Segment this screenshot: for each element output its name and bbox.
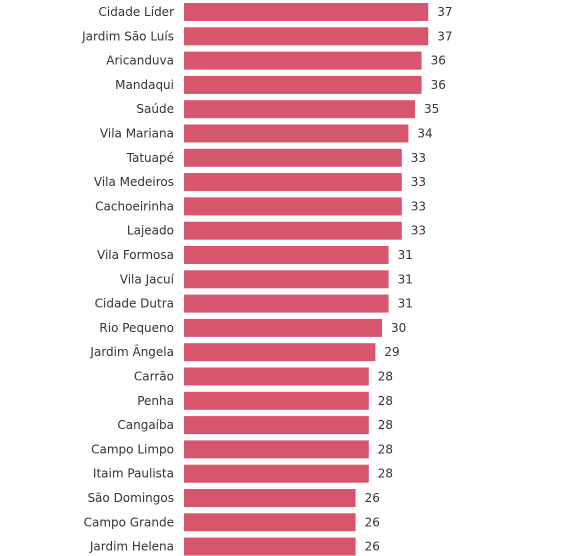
value-label: 28 [378,370,393,384]
bar [184,537,356,556]
value-label: 33 [411,151,426,165]
bar [184,197,402,216]
bar [184,27,429,46]
value-label: 28 [378,442,393,456]
value-label: 33 [411,175,426,189]
category-label: Campo Grande [84,515,174,529]
category-label: Tatuapé [126,151,174,165]
value-label: 31 [398,297,413,311]
bar [184,75,422,94]
bar [184,221,402,240]
value-label: 36 [431,54,446,68]
category-label: Vila Formosa [97,248,174,262]
bar [184,513,356,532]
bar [184,148,402,167]
category-label: Itaim Paulista [93,467,174,481]
value-label: 28 [378,394,393,408]
value-label: 36 [431,78,446,92]
category-label: Jardim Ângela [89,344,174,359]
category-label: Cidade Dutra [95,297,174,311]
value-label: 35 [424,102,439,116]
category-label: Lajeado [127,224,174,238]
value-label: 26 [365,491,380,505]
value-label: 33 [411,199,426,213]
bar [184,440,369,459]
value-label: 28 [378,418,393,432]
value-label: 34 [417,127,432,141]
category-label: Vila Mariana [100,127,174,141]
category-label: Campo Limpo [91,442,174,456]
value-label: 37 [437,5,452,19]
bar [184,416,369,435]
bars-group [184,3,429,556]
bar [184,294,389,313]
bar [184,318,382,337]
bar [184,343,376,362]
bar [184,270,389,289]
value-label: 33 [411,224,426,238]
value-label: 31 [398,272,413,286]
value-labels-group: 37 37 36 36 35 34 33 33 33 33 31 31 31 30 29 28 28 28 28 28… [365,5,453,554]
bar [184,173,402,192]
bar [184,489,356,507]
category-label: Carrão [134,370,174,384]
category-label: Saúde [136,102,174,116]
category-label: Penha [137,394,174,408]
category-label: Cidade Líder [99,5,175,19]
bar [184,246,389,264]
category-label: Jardim Helena [89,540,174,554]
bar [184,124,409,143]
category-label: São Domingos [87,491,174,505]
category-label: Cangaíba [117,418,174,432]
category-label: Cachoeirinha [95,199,174,213]
bar [184,464,369,483]
value-label: 26 [365,515,380,529]
category-label: Jardim São Luís [81,29,174,43]
category-label: Rio Pequeno [99,321,174,335]
bar [184,51,422,70]
bar [184,367,369,386]
category-label: Vila Medeiros [94,175,174,189]
bar [184,391,369,410]
category-label: Aricanduva [106,54,174,68]
value-label: 30 [391,321,406,335]
bar [184,100,415,119]
value-label: 37 [437,29,452,43]
value-label: 26 [365,540,380,554]
bar [184,3,429,21]
value-label: 28 [378,467,393,481]
value-label: 29 [384,345,399,359]
category-label: Vila Jacuí [120,272,175,286]
category-labels-group: Cidade Líder Jardim São Luís Aricanduva Man… [81,5,175,554]
category-label: Mandaqui [115,78,174,92]
value-label: 31 [398,248,413,262]
